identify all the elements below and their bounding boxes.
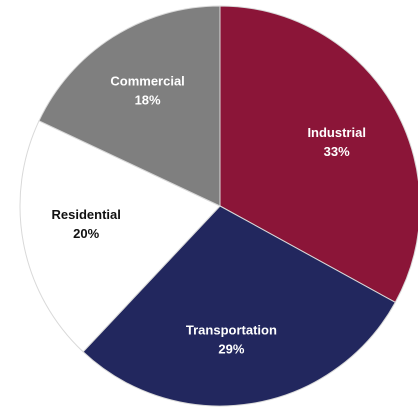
pie-labels: Industrial 33% Transportation 29% Residentia…	[52, 73, 366, 356]
slice-value-transportation: 29%	[218, 342, 244, 357]
pie-slice-industrial	[219, 5, 418, 304]
slice-label-commercial: Commercial	[110, 73, 184, 88]
slice-label-transportation: Transportation	[186, 323, 277, 338]
pie-slice-residential	[19, 120, 221, 353]
pie-slices	[19, 5, 418, 407]
slice-value-industrial: 33%	[324, 144, 350, 159]
pie-slice-transportation	[82, 205, 396, 407]
slice-label-industrial: Industrial	[307, 125, 366, 140]
pie-slice-commercial	[38, 5, 221, 207]
slice-value-residential: 20%	[73, 226, 99, 241]
slice-value-commercial: 18%	[135, 92, 161, 107]
slice-label-residential: Residential	[52, 207, 121, 222]
